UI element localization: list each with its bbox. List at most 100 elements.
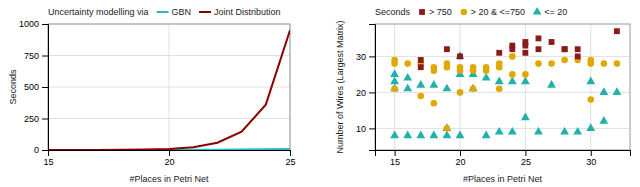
axis-line — [376, 151, 631, 157]
scatter-point — [536, 35, 542, 41]
scatter-point — [431, 68, 438, 75]
axis-line — [49, 151, 291, 157]
tick-mark — [42, 87, 48, 88]
tick-label: 750 — [24, 51, 39, 61]
tick-mark — [42, 24, 48, 25]
legend-swatch — [419, 9, 425, 15]
scatter-point — [509, 53, 516, 60]
tick-label: 20 — [164, 157, 174, 167]
scatter-point — [416, 130, 425, 138]
tick-label: 30 — [586, 157, 596, 167]
tick-mark — [290, 150, 291, 156]
chart-panel: 15202530102030#Places in Petri NetNumber… — [335, 7, 631, 184]
tick-mark — [591, 150, 592, 156]
scatter-point — [521, 112, 530, 120]
chart-panel: 15202502505007501000#Places in Petri Net… — [8, 7, 296, 184]
tick: 10 — [356, 124, 375, 134]
y-axis: 102030 — [356, 25, 376, 151]
plot-frame — [375, 24, 630, 150]
tick-label: 25 — [285, 157, 295, 167]
tick-mark — [395, 150, 396, 156]
tick-label: 1000 — [19, 19, 39, 29]
scatter-point — [614, 28, 620, 34]
scatter-point — [482, 130, 491, 138]
scatter-point — [404, 60, 411, 67]
scatter-point — [390, 130, 399, 138]
legend: Uncertainty modelling via GBN Joint Distri… — [48, 7, 281, 17]
scatter-point — [457, 89, 464, 96]
scatter-point — [562, 46, 568, 52]
legend-title: Uncertainty modelling via — [48, 7, 149, 17]
tick: 25 — [521, 150, 531, 167]
scatter-point — [390, 76, 399, 84]
grid-line — [375, 92, 630, 93]
tick: 20 — [455, 150, 465, 167]
tick: 30 — [356, 52, 375, 62]
scatter-point — [601, 60, 608, 67]
scatter-point — [456, 130, 465, 138]
scatter-point — [390, 84, 399, 92]
y-axis-title: Number of Wires (Largest Matrix) — [335, 20, 345, 153]
x-axis: 15202530 — [376, 150, 631, 167]
scatter-point — [495, 76, 504, 84]
tick: 250 — [24, 114, 48, 124]
scatter-point — [599, 87, 608, 95]
grid-line — [590, 24, 591, 150]
scatter-point — [586, 123, 595, 131]
tick: 500 — [24, 82, 48, 92]
scatter-point — [496, 86, 503, 93]
scatter-point — [522, 43, 528, 49]
legend-label: > 750 — [429, 7, 452, 17]
legend-label: <= 20 — [544, 7, 567, 17]
scatter-point — [587, 96, 594, 103]
marks — [48, 30, 290, 150]
scatter-point — [391, 60, 398, 67]
x-axis: 15 20 25 — [43, 150, 295, 167]
scatter-point — [416, 80, 425, 88]
tick-mark — [369, 56, 375, 57]
grid-line — [48, 55, 290, 56]
scatter-point — [536, 46, 542, 52]
scatter-point — [442, 123, 451, 131]
legend-swatch — [199, 11, 211, 13]
tick-label: 20 — [455, 157, 465, 167]
chart-canvas: 15202502505007501000#Places in Petri Net… — [0, 0, 640, 187]
scatter-point — [429, 80, 438, 88]
scatter-point — [509, 46, 515, 52]
scatter-point — [587, 60, 594, 67]
scatter-point — [509, 71, 516, 78]
scatter-point — [535, 60, 542, 67]
scatter-point — [444, 46, 450, 52]
legend-label: GBN — [172, 7, 192, 17]
tick: 750 — [24, 51, 48, 61]
scatter-point — [457, 53, 463, 59]
tick-mark — [42, 56, 48, 57]
scatter-point — [573, 127, 582, 135]
scatter-point — [470, 86, 477, 93]
grid — [48, 24, 290, 150]
scatter-point — [562, 46, 568, 52]
legend-title: Seconds — [375, 7, 411, 17]
scatter-point — [522, 50, 528, 56]
tick: 0 — [34, 145, 48, 155]
axis-line — [42, 25, 49, 151]
scatter-point — [470, 68, 477, 75]
scatter-point — [403, 73, 412, 81]
tick-label: 0 — [34, 145, 39, 155]
legend: Seconds> 750> 20 & <=750<= 20 — [375, 7, 567, 17]
tick: 1000 — [19, 19, 48, 29]
x-axis-title: #Places in Petri Net — [129, 174, 209, 184]
legend-label: Joint Distribution — [214, 7, 281, 17]
scatter-point — [522, 71, 529, 78]
scatter-point — [431, 100, 438, 107]
tick-label: 15 — [43, 157, 53, 167]
tick-label: 250 — [24, 114, 39, 124]
series-line — [48, 30, 290, 150]
tick-label: 10 — [356, 124, 366, 134]
scatter-point — [483, 68, 490, 75]
tick-mark — [460, 150, 461, 156]
scatter-point — [469, 84, 478, 92]
legend-swatch — [157, 11, 169, 13]
tick: 15 — [43, 150, 53, 167]
scatter-point — [442, 84, 451, 92]
